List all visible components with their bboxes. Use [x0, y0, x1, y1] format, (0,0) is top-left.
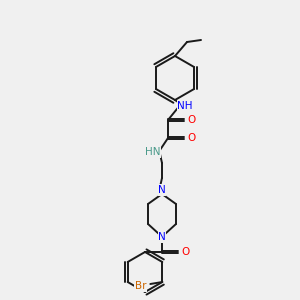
- Text: O: O: [188, 133, 196, 143]
- Text: O: O: [182, 247, 190, 257]
- Text: HN: HN: [145, 147, 161, 157]
- Text: NH: NH: [177, 101, 193, 111]
- Text: Br: Br: [135, 281, 146, 291]
- Text: O: O: [188, 115, 196, 125]
- Text: N: N: [158, 185, 166, 195]
- Text: N: N: [158, 232, 166, 242]
